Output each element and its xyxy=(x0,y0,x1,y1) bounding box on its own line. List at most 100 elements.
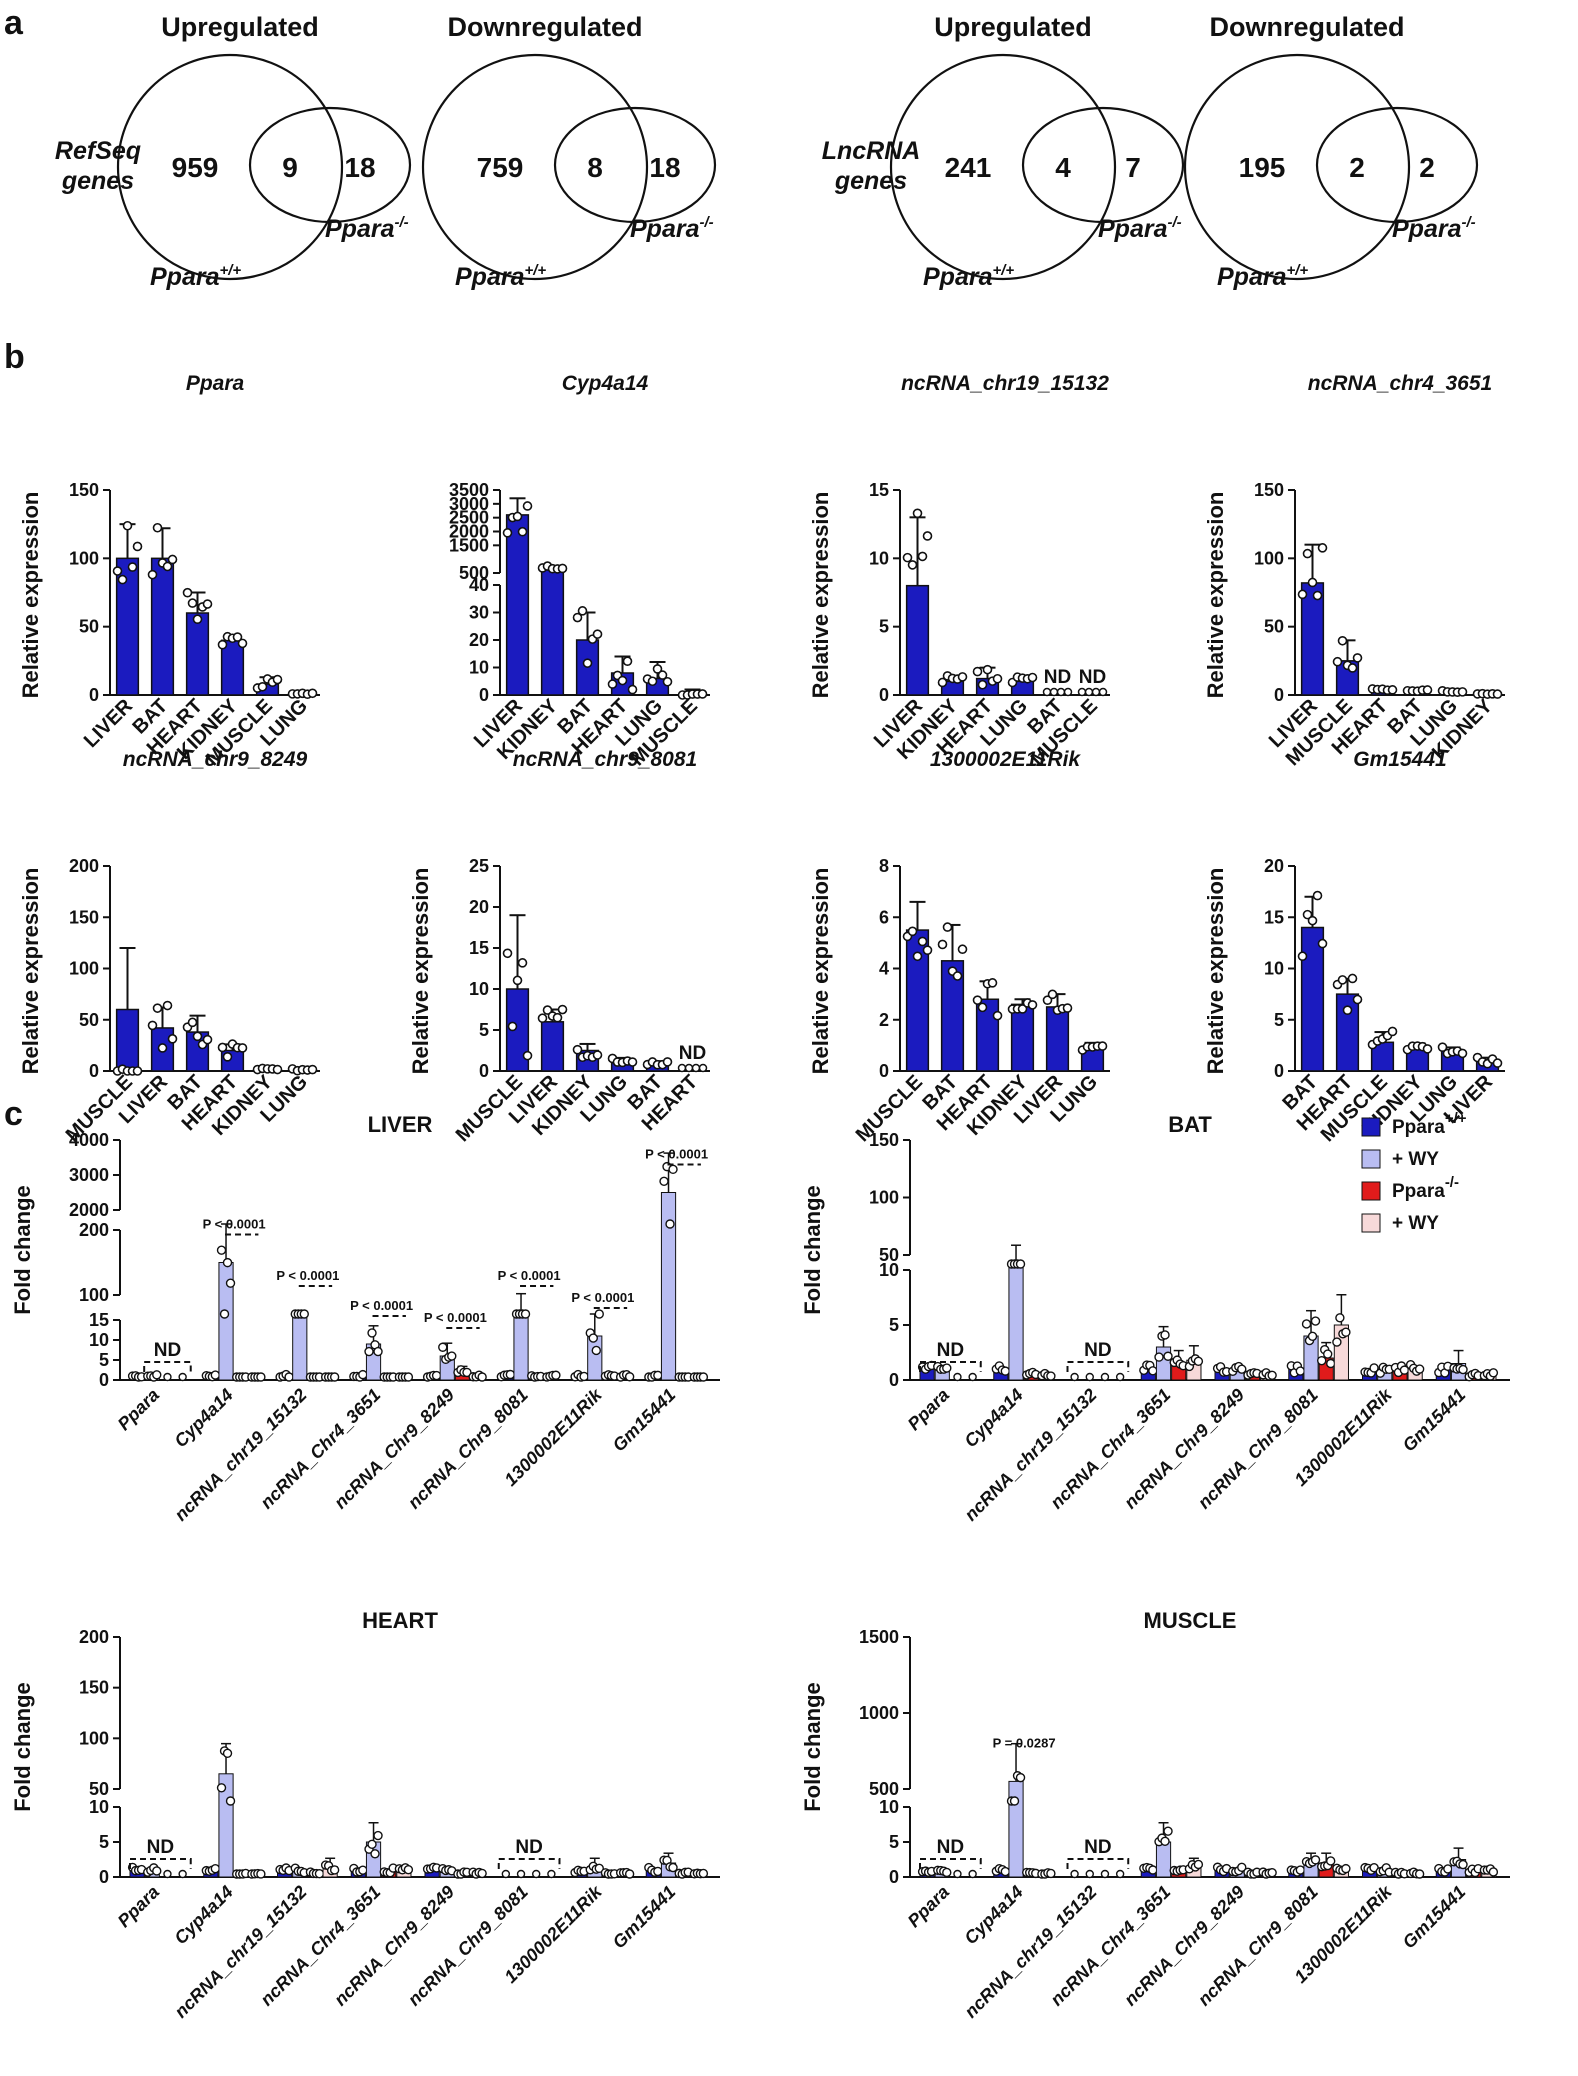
venn-title: Downregulated xyxy=(447,12,642,42)
data-point xyxy=(1084,687,1094,697)
data-point xyxy=(1457,687,1468,697)
data-point xyxy=(502,948,513,959)
data-point xyxy=(403,1864,414,1875)
data-point xyxy=(272,674,283,685)
data-point xyxy=(222,1748,233,1758)
data-point xyxy=(592,629,603,639)
venn-label-ko: Ppara-/- xyxy=(630,214,714,243)
data-point xyxy=(1295,1366,1306,1376)
y-tick-label: 6 xyxy=(879,907,889,927)
data-point xyxy=(1414,1364,1425,1374)
x-gene-label: ncRNA_Chr9_8249 xyxy=(330,1385,458,1513)
bar-ncrna-chr9-8081-1 xyxy=(513,1313,529,1381)
data-point xyxy=(537,1013,548,1024)
data-point xyxy=(1414,1869,1425,1879)
venn-label-ko: Ppara-/- xyxy=(325,214,409,243)
data-point xyxy=(1046,1868,1056,1879)
y-tick-label: 100 xyxy=(1254,548,1284,568)
data-point xyxy=(152,522,163,533)
y-tick-label: 0 xyxy=(479,685,489,705)
x-gene-label: ncRNA_Chr9_8249 xyxy=(1120,1882,1248,2010)
data-point xyxy=(210,1863,221,1874)
venn-count-overlap: 2 xyxy=(1349,152,1365,183)
data-point xyxy=(907,560,918,570)
x-gene-label: Cyp4a14 xyxy=(170,1882,237,1949)
y-tick-label: 10 xyxy=(879,1797,899,1817)
bar-bat xyxy=(1300,926,1325,1072)
data-point xyxy=(1237,1364,1247,1374)
data-point xyxy=(957,672,968,682)
chart-title: 1300002E11Rik xyxy=(930,748,1082,771)
data-point xyxy=(1267,1867,1277,1878)
venn-title: Downregulated xyxy=(1209,12,1404,42)
x-gene-label: Gm15441 xyxy=(609,1882,680,1953)
venn-count-overlap: 4 xyxy=(1055,152,1071,183)
data-point xyxy=(1042,995,1053,1005)
venn-title: Upregulated xyxy=(161,12,319,42)
data-point xyxy=(1301,1319,1312,1329)
data-point xyxy=(403,1372,414,1382)
p-value-label: P < 0.0001 xyxy=(424,1310,487,1325)
nd-bracket xyxy=(919,1361,982,1372)
data-point xyxy=(624,1869,635,1879)
data-point xyxy=(922,531,933,541)
p-value-label: P < 0.0001 xyxy=(276,1268,339,1283)
data-point xyxy=(1326,1358,1336,1369)
venn-label-wt: Ppara+/+ xyxy=(455,262,546,291)
data-point xyxy=(364,1346,374,1357)
x-gene-label: Ppara xyxy=(904,1385,954,1435)
panel-label-c: c xyxy=(4,1095,23,1133)
y-tick-label: 15 xyxy=(469,938,489,958)
data-point xyxy=(225,1278,236,1288)
data-point xyxy=(373,1346,383,1357)
data-point xyxy=(516,1869,526,1879)
y-tick-label: 100 xyxy=(69,548,99,568)
data-point xyxy=(202,1034,213,1045)
data-point xyxy=(431,1370,442,1381)
y-axis-label: Relative expression xyxy=(808,492,833,699)
y-tick-label: 15 xyxy=(89,1310,109,1330)
venn-count-ko-only: 7 xyxy=(1125,152,1141,183)
data-point xyxy=(512,511,523,522)
data-point xyxy=(987,978,998,988)
y-axis-label: Relative expression xyxy=(408,868,433,1075)
chart-title: ncRNA_chr4_3651 xyxy=(1308,372,1492,395)
y-tick-label: 100 xyxy=(869,1188,899,1208)
y-tick-label: 4 xyxy=(879,959,889,979)
data-point xyxy=(1422,685,1433,695)
data-point xyxy=(659,1176,669,1186)
data-point xyxy=(1154,1352,1164,1362)
data-point xyxy=(1070,1372,1079,1382)
data-point xyxy=(1307,577,1318,588)
y-tick-label: 20 xyxy=(469,897,489,917)
data-point xyxy=(127,562,138,572)
data-point xyxy=(152,1866,162,1876)
data-point xyxy=(1488,1867,1499,1877)
data-point xyxy=(942,1363,952,1373)
data-point xyxy=(1297,951,1308,962)
data-point xyxy=(902,552,913,563)
data-point xyxy=(307,1064,318,1075)
data-point xyxy=(1342,1005,1353,1015)
data-point xyxy=(152,1370,162,1380)
data-point xyxy=(617,675,628,686)
x-gene-label: ncRNA_chr19_15132 xyxy=(171,1385,311,1525)
venn-count-ko-only: 18 xyxy=(344,152,375,183)
data-point xyxy=(1098,687,1108,697)
data-point xyxy=(1347,973,1358,984)
data-point xyxy=(992,1010,1003,1021)
x-gene-label: Ppara xyxy=(114,1385,164,1435)
data-point xyxy=(532,1869,541,1879)
data-point xyxy=(684,1063,694,1073)
data-point xyxy=(547,1869,556,1879)
x-gene-label: Cyp4a14 xyxy=(960,1882,1027,1949)
data-point xyxy=(577,606,588,616)
y-tick-label: 5 xyxy=(879,617,889,637)
nd-bracket xyxy=(1066,1858,1130,1869)
y-tick-label: 500 xyxy=(459,563,489,583)
nd-label: ND xyxy=(1084,1837,1111,1858)
data-point xyxy=(972,995,983,1005)
chart-chr19-expression: ncRNA_chr19_15132 Relative expression 0 5 10… xyxy=(808,372,1110,770)
data-point xyxy=(557,1004,568,1015)
